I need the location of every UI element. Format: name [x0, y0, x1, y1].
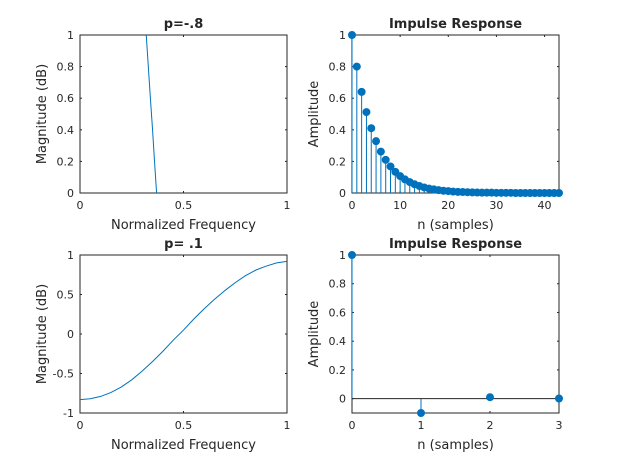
- y-tick-label: 0.4: [329, 335, 347, 348]
- y-tick-label: 0.2: [329, 155, 347, 168]
- y-tick-label: 0.8: [57, 61, 75, 74]
- stem-marker: [555, 394, 563, 403]
- x-tick-label: 40: [538, 199, 552, 212]
- y-tick-label: 1: [339, 29, 346, 42]
- impulse-response-plot-top: Impulse Response 0 10 20 30 40 0 0.2 0.4 0.6 0.8 1 n…: [307, 17, 563, 233]
- x-axis-label: n (samples): [417, 438, 494, 453]
- y-tick-label: -0.5: [53, 368, 74, 381]
- x-tick-label: 2: [487, 419, 494, 432]
- x-axis-label: Normalized Frequency: [111, 438, 256, 453]
- y-axis-label: Magnitude (dB): [35, 64, 50, 164]
- chart-title: Impulse Response: [389, 237, 522, 252]
- y-tick-label: 0: [67, 187, 74, 200]
- y-tick-label: 0: [339, 187, 346, 200]
- plot-area: [351, 34, 560, 194]
- x-tick-label: 0: [349, 419, 356, 432]
- x-tick-label: 3: [556, 419, 563, 432]
- y-tick-label: 0.5: [57, 289, 75, 302]
- stem-marker: [386, 162, 395, 171]
- x-tick-label: 0: [349, 199, 356, 212]
- stem-marker: [486, 393, 494, 402]
- y-tick-label: 0.8: [329, 278, 347, 291]
- y-tick-label: -1: [63, 407, 74, 420]
- chart-title: Impulse Response: [389, 17, 522, 32]
- x-tick-label: 0.5: [175, 199, 193, 212]
- x-tick-label: 1: [418, 419, 425, 432]
- x-tick-label: 0.5: [175, 419, 193, 432]
- series-line: [80, 260, 287, 401]
- y-tick-label: 0.4: [329, 124, 347, 137]
- x-tick-label: 10: [393, 199, 407, 212]
- plot-area: [351, 254, 560, 414]
- y-axis-label: Amplitude: [307, 301, 322, 368]
- y-tick-label: 0.8: [329, 61, 347, 74]
- x-axis-label: Normalized Frequency: [111, 218, 256, 233]
- x-tick-label: 20: [441, 199, 455, 212]
- chart-title: p=-.8: [164, 17, 204, 32]
- y-tick-label: 0.2: [57, 155, 75, 168]
- x-tick-label: 0: [77, 419, 84, 432]
- stem-marker: [417, 409, 425, 417]
- y-tick-label: 1: [339, 249, 346, 262]
- x-axis-label: n (samples): [417, 218, 494, 233]
- y-tick-label: 0: [339, 393, 346, 406]
- frequency-response-plot-bottom: p= .1 0 0.5 1 -1 -0.5 0 0.5 1 Normalized Frequenc…: [35, 237, 291, 453]
- y-axis-label: Amplitude: [307, 81, 322, 148]
- stem-marker: [555, 189, 563, 197]
- y-tick-label: 0.6: [329, 306, 347, 319]
- stem-marker: [367, 124, 376, 133]
- y-tick-label: 0.2: [329, 364, 347, 377]
- plot-area: [79, 254, 288, 414]
- x-tick-label: 30: [489, 199, 503, 212]
- stem-marker: [357, 87, 366, 96]
- y-tick-label: 0.6: [57, 92, 75, 105]
- data-layer: [80, 260, 287, 401]
- x-tick-label: 1: [284, 199, 291, 212]
- stem-marker: [381, 155, 390, 164]
- y-tick-label: 1: [67, 249, 74, 262]
- y-tick-label: 0.4: [57, 124, 75, 137]
- stem-marker: [372, 137, 381, 146]
- impulse-response-plot-bottom: Impulse Response 0 1 2 3 0 0.2 0.4 0.6 0.8 1 n (sam…: [307, 237, 563, 453]
- frequency-response-plot-top: p=-.8 0 0.5 1 0 0.2 0.4 0.6 0.8 1 Normalized Frequ…: [35, 17, 291, 233]
- series-line: [145, 35, 158, 193]
- chart-title: p= .1: [164, 237, 203, 252]
- y-tick-label: 0.6: [329, 92, 347, 105]
- stem-marker: [352, 62, 361, 71]
- stem-marker: [348, 31, 356, 39]
- x-tick-label: 0: [77, 199, 84, 212]
- plot-area: [79, 34, 288, 194]
- x-tick-label: 1: [284, 419, 291, 432]
- data-layer: [145, 35, 158, 193]
- y-axis-label: Magnitude (dB): [35, 284, 50, 384]
- stem-marker: [362, 108, 371, 117]
- stem-marker: [348, 251, 356, 259]
- stem-marker: [376, 147, 385, 156]
- y-tick-label: 1: [67, 29, 74, 42]
- y-tick-label: 0: [67, 328, 74, 341]
